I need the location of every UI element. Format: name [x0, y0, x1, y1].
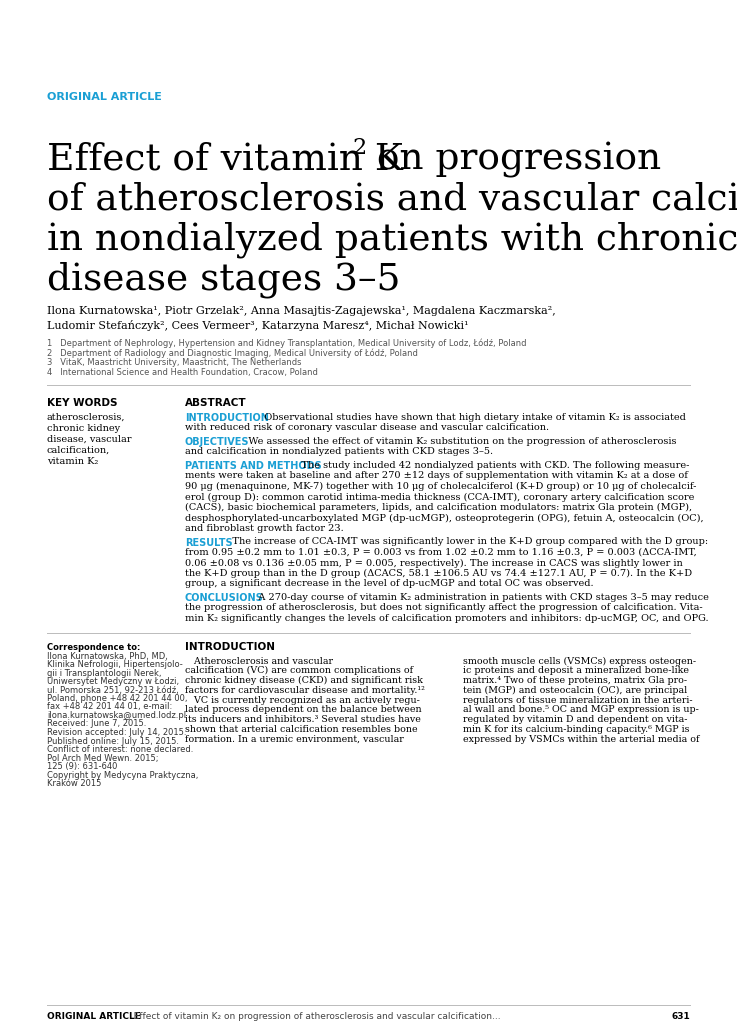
Text: ic proteins and deposit a mineralized bone-like: ic proteins and deposit a mineralized bo… — [463, 667, 689, 675]
Text: chronic kidney disease (CKD) and significant risk: chronic kidney disease (CKD) and signifi… — [185, 676, 423, 685]
Text: lated process dependent on the balance between: lated process dependent on the balance b… — [185, 706, 422, 715]
Text: fax +48 42 201 44 01, e-mail:: fax +48 42 201 44 01, e-mail: — [47, 702, 172, 712]
Text: Klinika Nefrologii, Hipertensjolo-: Klinika Nefrologii, Hipertensjolo- — [47, 660, 183, 669]
Text: 2: 2 — [352, 137, 366, 159]
Text: Copyright by Medycyna Praktyczna,: Copyright by Medycyna Praktyczna, — [47, 770, 198, 779]
Text: the K+D group than in the D group (ΔCACS, 58.1 ±106.5 AU vs 74.4 ±127.1 AU, P = : the K+D group than in the D group (ΔCACS… — [185, 569, 692, 579]
Text: Kraków 2015: Kraków 2015 — [47, 779, 102, 788]
Text: disease stages 3–5: disease stages 3–5 — [47, 262, 400, 299]
Text: and fibroblast growth factor 23.: and fibroblast growth factor 23. — [185, 524, 343, 534]
Text: We assessed the effect of vitamin K₂ substitution on the progression of atherosc: We assessed the effect of vitamin K₂ sub… — [239, 437, 677, 446]
Text: VC is currently recognized as an actively regu-: VC is currently recognized as an activel… — [185, 695, 420, 705]
Text: Uniwersytet Medyczny w Łodzi,: Uniwersytet Medyczny w Łodzi, — [47, 677, 179, 686]
Text: smooth muscle cells (VSMCs) express osteogen-: smooth muscle cells (VSMCs) express oste… — [463, 656, 696, 666]
Text: formation. In a uremic environment, vascular: formation. In a uremic environment, vasc… — [185, 735, 404, 743]
Text: calcification,: calcification, — [47, 446, 111, 455]
Text: group, a significant decrease in the level of dp-ucMGP and total OC was observed: group, a significant decrease in the lev… — [185, 580, 593, 589]
Text: Atherosclerosis and vascular: Atherosclerosis and vascular — [185, 656, 333, 666]
Text: Ludomir Stefańczyk², Cees Vermeer³, Katarzyna Maresz⁴, Michał Nowicki¹: Ludomir Stefańczyk², Cees Vermeer³, Kata… — [47, 319, 469, 331]
Text: ilona.kurnatowska@umed.lodz.pl: ilona.kurnatowska@umed.lodz.pl — [47, 711, 186, 720]
Text: 3   VitaK, Maastricht University, Maastricht, The Netherlands: 3 VitaK, Maastricht University, Maastric… — [47, 358, 301, 367]
Text: PATIENTS AND METHODS: PATIENTS AND METHODS — [185, 461, 322, 471]
Text: (CACS), basic biochemical parameters, lipids, and calcification modulators: matr: (CACS), basic biochemical parameters, li… — [185, 503, 692, 512]
Text: 125 (9): 631-640: 125 (9): 631-640 — [47, 762, 117, 771]
Text: the progression of atherosclerosis, but does not significantly affect the progre: the progression of atherosclerosis, but … — [185, 603, 702, 612]
Text: from 0.95 ±0.2 mm to 1.01 ±0.3, P = 0.003 vs from 1.02 ±0.2 mm to 1.16 ±0.3, P =: from 0.95 ±0.2 mm to 1.01 ±0.3, P = 0.00… — [185, 548, 696, 557]
Text: min K for its calcium-binding capacity.⁶ MGP is: min K for its calcium-binding capacity.⁶… — [463, 725, 690, 734]
Text: Ilona Kurnatowska¹, Piotr Grzelak², Anna Masajtis-Zagajewska¹, Magdalena Kaczmar: Ilona Kurnatowska¹, Piotr Grzelak², Anna… — [47, 306, 556, 316]
Text: atherosclerosis,: atherosclerosis, — [47, 413, 125, 422]
Text: Correspondence to:: Correspondence to: — [47, 642, 140, 651]
Text: on progression: on progression — [365, 142, 661, 178]
Text: Poland, phone +48 42 201 44 00,: Poland, phone +48 42 201 44 00, — [47, 694, 187, 703]
Text: disease, vascular: disease, vascular — [47, 435, 131, 444]
Text: tein (MGP) and osteocalcin (OC), are principal: tein (MGP) and osteocalcin (OC), are pri… — [463, 686, 687, 695]
Text: chronic kidney: chronic kidney — [47, 424, 120, 433]
Text: 2   Department of Radiology and Diagnostic Imaging, Medical University of Łódź, : 2 Department of Radiology and Diagnostic… — [47, 348, 418, 357]
Text: Published online: July 15, 2015.: Published online: July 15, 2015. — [47, 736, 179, 745]
Text: Effect of vitamin K: Effect of vitamin K — [47, 142, 403, 178]
Text: al wall and bone.⁵ OC and MGP expression is up-: al wall and bone.⁵ OC and MGP expression… — [463, 706, 699, 715]
Text: A 270-day course of vitamin K₂ administration in patients with CKD stages 3–5 ma: A 270-day course of vitamin K₂ administr… — [249, 593, 709, 602]
Text: erol (group D): common carotid intima-media thickness (CCA-IMT), coronary artery: erol (group D): common carotid intima-me… — [185, 493, 694, 502]
Text: vitamin K₂: vitamin K₂ — [47, 457, 98, 466]
Text: ORIGINAL ARTICLE: ORIGINAL ARTICLE — [47, 1012, 141, 1021]
Text: Ilona Kurnatowska, PhD, MD,: Ilona Kurnatowska, PhD, MD, — [47, 651, 168, 660]
Text: shown that arterial calcification resembles bone: shown that arterial calcification resemb… — [185, 725, 418, 734]
Text: 1   Department of Nephrology, Hypertension and Kidney Transplantation, Medical U: 1 Department of Nephrology, Hypertension… — [47, 338, 526, 347]
Text: 631: 631 — [671, 1012, 690, 1021]
Text: Observational studies have shown that high dietary intake of vitamin K₂ is assoc: Observational studies have shown that hi… — [255, 413, 686, 422]
Text: regulated by vitamin D and dependent on vita-: regulated by vitamin D and dependent on … — [463, 716, 688, 724]
Text: and calcification in nondialyzed patients with CKD stages 3–5.: and calcification in nondialyzed patient… — [185, 447, 493, 457]
Text: ABSTRACT: ABSTRACT — [185, 398, 247, 408]
Text: INTRODUCTION: INTRODUCTION — [185, 413, 269, 423]
Text: INTRODUCTION: INTRODUCTION — [185, 642, 275, 652]
Text: ments were taken at baseline and after 270 ±12 days of supplementation with vita: ments were taken at baseline and after 2… — [185, 471, 688, 480]
Text: Received: June 7, 2015.: Received: June 7, 2015. — [47, 720, 147, 728]
Text: matrix.⁴ Two of these proteins, matrix Gla pro-: matrix.⁴ Two of these proteins, matrix G… — [463, 676, 687, 685]
Text: expressed by VSMCs within the arterial media of: expressed by VSMCs within the arterial m… — [463, 735, 699, 743]
Text: calcification (VC) are common complications of: calcification (VC) are common complicati… — [185, 667, 413, 676]
Text: gii i Transplantologii Nerek,: gii i Transplantologii Nerek, — [47, 669, 161, 678]
Text: Effect of vitamin K₂ on progression of atherosclerosis and vascular calcificatio: Effect of vitamin K₂ on progression of a… — [125, 1012, 500, 1021]
Text: KEY WORDS: KEY WORDS — [47, 398, 117, 408]
Text: Revision accepted: July 14, 2015.: Revision accepted: July 14, 2015. — [47, 728, 186, 737]
Text: OBJECTIVES: OBJECTIVES — [185, 437, 250, 447]
Text: Pol Arch Med Wewn. 2015;: Pol Arch Med Wewn. 2015; — [47, 754, 158, 763]
Text: The study included 42 nondialyzed patients with CKD. The following measure-: The study included 42 nondialyzed patien… — [292, 461, 689, 470]
Text: 90 μg (menaquinone, MK-7) together with 10 μg of cholecalciferol (K+D group) or : 90 μg (menaquinone, MK-7) together with … — [185, 482, 696, 492]
Text: 0.06 ±0.08 vs 0.136 ±0.05 mm, P = 0.005, respectively). The increase in CACS was: 0.06 ±0.08 vs 0.136 ±0.05 mm, P = 0.005,… — [185, 558, 682, 567]
Text: CONCLUSIONS: CONCLUSIONS — [185, 593, 264, 603]
Text: min K₂ significantly changes the levels of calcification promoters and inhibitor: min K₂ significantly changes the levels … — [185, 614, 708, 623]
Text: 4   International Science and Health Foundation, Cracow, Poland: 4 International Science and Health Found… — [47, 368, 318, 377]
Text: desphosphorylated-uncarboxylated MGP (dp-ucMGP), osteoprotegerin (OPG), fetuin A: desphosphorylated-uncarboxylated MGP (dp… — [185, 513, 704, 522]
Text: ul. Pomorska 251, 92-213 Łódź,: ul. Pomorska 251, 92-213 Łódź, — [47, 685, 179, 694]
Text: RESULTS: RESULTS — [185, 538, 233, 548]
Text: ORIGINAL ARTICLE: ORIGINAL ARTICLE — [47, 92, 162, 102]
Text: The increase of CCA-IMT was significantly lower in the K+D group compared with t: The increase of CCA-IMT was significantl… — [223, 538, 708, 547]
Text: its inducers and inhibitors.³ Several studies have: its inducers and inhibitors.³ Several st… — [185, 716, 421, 724]
Text: of atherosclerosis and vascular calcification: of atherosclerosis and vascular calcific… — [47, 182, 737, 218]
Text: regulators of tissue mineralization in the arteri-: regulators of tissue mineralization in t… — [463, 695, 693, 705]
Text: in nondialyzed patients with chronic kidney: in nondialyzed patients with chronic kid… — [47, 222, 737, 258]
Text: with reduced risk of coronary vascular disease and vascular calcification.: with reduced risk of coronary vascular d… — [185, 424, 549, 432]
Text: Conflict of interest: none declared.: Conflict of interest: none declared. — [47, 745, 193, 754]
Text: factors for cardiovascular disease and mortality.¹²: factors for cardiovascular disease and m… — [185, 686, 425, 695]
